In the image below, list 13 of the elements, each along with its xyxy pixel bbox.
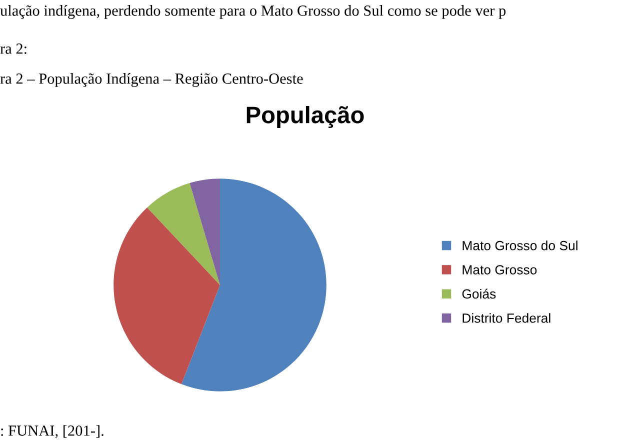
- text: ra 2 – População Indígena – Região Centro-Oeste: [0, 73, 303, 87]
- chart-title: População: [246, 106, 364, 128]
- pie-slice: [114, 207, 220, 384]
- legend-label: Goiás: [462, 288, 496, 299]
- pie-slice: [147, 183, 220, 285]
- text: ra 2:: [0, 44, 26, 54]
- pie-slice: [181, 178, 326, 392]
- text: ulação indígena, perdendo somente para o Mato Grosso do Sul como se pode ver p: [0, 5, 506, 19]
- text: : FUNAI, [201-].: [1, 425, 104, 438]
- legend-label: Mato Grosso: [462, 265, 537, 274]
- legend-label: Mato Grosso do Sul: [462, 240, 578, 250]
- legend-label: Distrito Federal: [462, 313, 550, 323]
- pie-slice: [190, 178, 220, 285]
